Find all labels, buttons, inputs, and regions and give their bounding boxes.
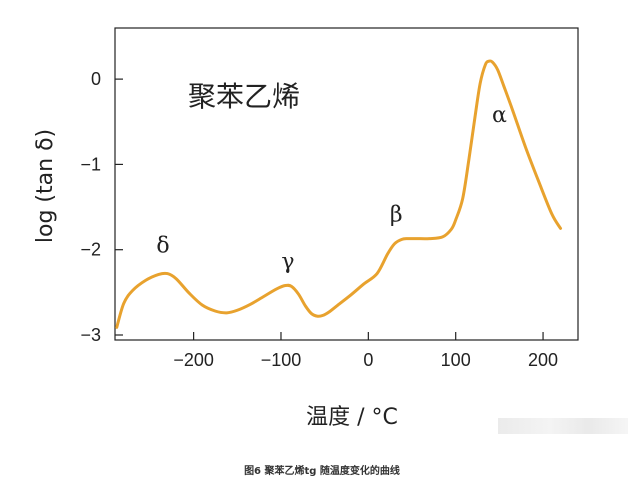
y-tick-label: −2 — [80, 240, 101, 260]
x-tick-label: 0 — [363, 350, 373, 370]
x-tick-label: 100 — [441, 350, 471, 370]
peak-label: δ — [156, 233, 169, 258]
tick-labels-group: −200 −100 0 100 200 0 −1 −2 −3 — [80, 69, 558, 370]
figure-caption: 图6 聚苯乙烯tg 随温度变化的曲线 — [244, 466, 400, 477]
y-tick-label: −1 — [80, 154, 101, 174]
x-tick-label: −100 — [261, 350, 302, 370]
chart-title: 聚苯乙烯 — [188, 80, 300, 113]
y-tick-label: −3 — [80, 325, 101, 345]
ticks-group — [115, 78, 544, 340]
plot-frame — [114, 27, 579, 341]
series-line — [115, 59, 563, 329]
x-tick-label: −200 — [173, 350, 214, 370]
peak-label: γ — [281, 249, 294, 274]
x-tick-label: 200 — [528, 350, 558, 370]
peak-label: β — [390, 203, 403, 228]
peak-label: α — [492, 103, 507, 128]
x-axis-label: 温度 / °C — [306, 405, 398, 430]
annotations-group: δ γ β α — [156, 103, 507, 275]
y-tick-label: 0 — [91, 69, 101, 89]
watermark — [498, 418, 628, 434]
y-axis-label: log (tan δ) — [33, 129, 58, 243]
